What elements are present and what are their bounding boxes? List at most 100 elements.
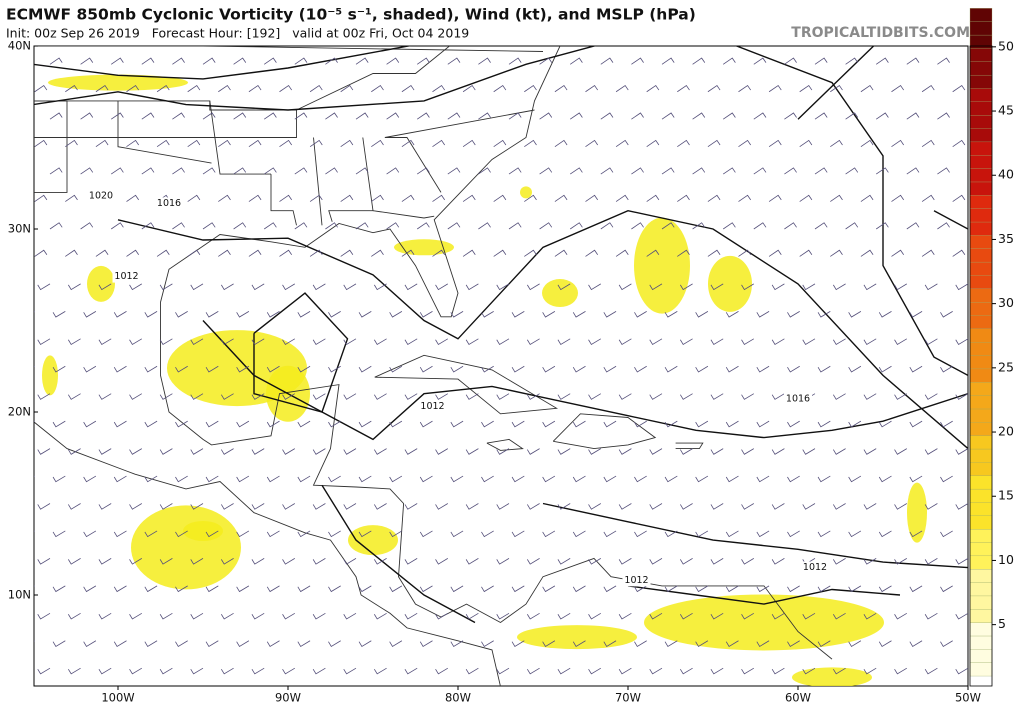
wind-barb bbox=[756, 311, 770, 318]
wind-barb bbox=[924, 503, 938, 510]
colorbar-cell bbox=[969, 435, 993, 450]
colorbar-cell bbox=[969, 462, 993, 476]
wind-barb bbox=[279, 249, 293, 257]
wind-barb bbox=[542, 365, 556, 373]
wind-barb bbox=[129, 612, 143, 620]
wind-barb bbox=[450, 585, 464, 593]
wind-barb bbox=[496, 448, 510, 455]
wind-barb bbox=[554, 194, 568, 202]
wind-barb bbox=[144, 365, 158, 373]
wind-barb bbox=[692, 57, 706, 65]
wind-barb bbox=[511, 420, 525, 428]
wind-barb bbox=[741, 393, 755, 400]
wind-barb bbox=[37, 612, 51, 620]
wind-barb bbox=[771, 503, 785, 510]
wind-barb bbox=[389, 585, 403, 593]
wind-barb bbox=[343, 503, 357, 510]
wind-barb bbox=[309, 84, 323, 93]
wind-barb bbox=[603, 530, 617, 538]
wind-barb bbox=[679, 283, 693, 291]
wind-barb bbox=[37, 283, 51, 291]
wind-barb bbox=[83, 585, 97, 593]
wind-barb bbox=[924, 558, 938, 565]
wind-barb bbox=[508, 112, 522, 120]
wind-barb bbox=[722, 57, 736, 65]
wind-barb bbox=[725, 475, 739, 483]
wind-barb bbox=[34, 640, 35, 642]
wind-barb bbox=[465, 338, 479, 346]
wind-barb bbox=[771, 338, 785, 346]
wind-barb bbox=[707, 194, 721, 202]
wind-barb bbox=[863, 667, 877, 675]
wind-barb bbox=[220, 612, 234, 620]
wind-barb bbox=[832, 503, 846, 510]
wind-barb bbox=[34, 530, 35, 532]
wind-barb bbox=[894, 448, 908, 455]
wind-barb bbox=[481, 640, 494, 647]
colorbar: 5 10 15 20 25 30 35 40 45 50 bbox=[969, 8, 1014, 687]
wind-barb bbox=[312, 448, 326, 455]
border bbox=[34, 110, 297, 138]
wind-barb bbox=[67, 338, 81, 346]
wind-barb bbox=[141, 222, 155, 230]
wind-barb bbox=[539, 222, 553, 230]
colorbar-cell bbox=[969, 422, 993, 436]
wind-barb bbox=[159, 448, 173, 455]
wind-barb bbox=[373, 448, 387, 455]
wind-barb bbox=[618, 448, 632, 455]
wind-barb bbox=[661, 112, 675, 120]
wind-barb bbox=[248, 194, 262, 202]
wind-barb bbox=[202, 112, 216, 120]
wind-barb bbox=[113, 585, 127, 593]
wind-barb bbox=[679, 558, 693, 565]
wind-barb bbox=[312, 393, 326, 400]
wind-barb bbox=[328, 475, 341, 483]
wind-barb bbox=[511, 475, 525, 483]
wind-barb bbox=[49, 222, 63, 230]
wind-barb bbox=[404, 558, 418, 565]
wind-barb bbox=[282, 338, 296, 346]
wind-barb bbox=[52, 640, 66, 647]
wind-barb bbox=[814, 57, 828, 65]
wind-barb bbox=[172, 222, 185, 230]
wind-barb bbox=[266, 365, 280, 373]
wind-barb bbox=[646, 249, 660, 257]
wind-barb bbox=[98, 667, 112, 675]
wind-barb bbox=[768, 139, 782, 147]
isobar-label-bg bbox=[622, 574, 651, 587]
wind-barb bbox=[220, 667, 234, 675]
wind-barb bbox=[450, 475, 464, 483]
wind-barb bbox=[603, 365, 617, 373]
wind-barb bbox=[493, 139, 507, 147]
isobar bbox=[34, 46, 597, 111]
isobar-label-bg bbox=[155, 197, 183, 210]
wind-barb bbox=[401, 84, 415, 93]
wind-barb bbox=[863, 393, 877, 400]
wind-barb bbox=[282, 448, 296, 455]
wind-barb bbox=[481, 530, 494, 538]
wind-barb bbox=[297, 475, 311, 483]
wind-barb bbox=[787, 475, 800, 483]
wind-barb bbox=[878, 475, 892, 483]
wind-barb bbox=[955, 612, 968, 620]
isobar bbox=[734, 46, 968, 377]
colorbar-cell bbox=[969, 141, 993, 156]
wind-barb bbox=[924, 612, 938, 620]
wind-barb bbox=[618, 393, 632, 400]
wind-barb bbox=[328, 640, 341, 647]
wind-barb bbox=[83, 475, 97, 483]
wind-barb bbox=[756, 475, 770, 483]
wind-barb bbox=[358, 640, 372, 647]
wind-barb bbox=[848, 365, 862, 373]
wind-barb bbox=[771, 393, 785, 400]
wind-barb bbox=[634, 311, 647, 318]
wind-barb bbox=[435, 612, 449, 620]
wind-barb bbox=[83, 530, 97, 538]
wind-barb bbox=[340, 139, 354, 147]
wind-barb bbox=[432, 249, 446, 257]
isobar-label: 1012 bbox=[420, 401, 444, 412]
wind-barb bbox=[768, 249, 782, 257]
wind-barb bbox=[236, 420, 250, 428]
brand: TROPICALTIDBITS.COM bbox=[791, 25, 970, 41]
wind-barb bbox=[172, 167, 185, 175]
